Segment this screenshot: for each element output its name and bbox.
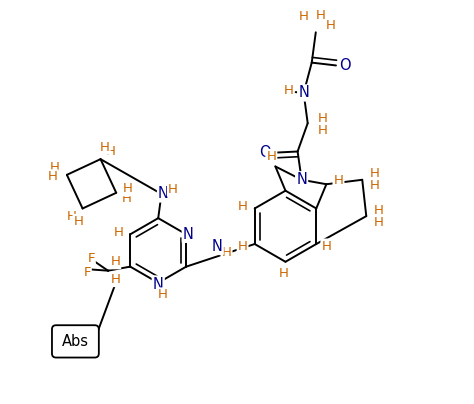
Text: O: O (259, 145, 270, 160)
Text: H: H (369, 167, 379, 180)
Text: H: H (66, 210, 76, 223)
Text: H: H (374, 204, 383, 217)
Text: N: N (212, 239, 223, 254)
Text: H: H (110, 255, 120, 268)
Text: F: F (87, 252, 95, 265)
Text: H: H (100, 141, 109, 154)
Text: H: H (123, 182, 133, 195)
Text: H: H (114, 226, 124, 239)
Text: H: H (321, 240, 331, 252)
FancyBboxPatch shape (52, 325, 99, 358)
Text: H: H (279, 267, 288, 280)
Text: H: H (221, 246, 231, 259)
Text: H: H (110, 273, 120, 286)
Text: H: H (48, 170, 58, 183)
Text: N: N (153, 276, 164, 292)
Text: H: H (334, 174, 344, 187)
Text: H: H (369, 179, 379, 192)
Text: H: H (168, 183, 178, 196)
Text: H: H (237, 200, 247, 213)
Text: H: H (121, 192, 131, 205)
Text: H: H (318, 112, 328, 125)
Text: H: H (157, 288, 167, 301)
Text: N: N (296, 172, 307, 187)
Text: O: O (339, 58, 351, 73)
Text: H: H (318, 124, 328, 137)
Text: H: H (283, 84, 293, 97)
Text: H: H (237, 240, 247, 252)
Text: N: N (183, 227, 194, 242)
Text: H: H (316, 9, 326, 22)
Text: H: H (73, 215, 83, 228)
Text: H: H (299, 11, 309, 23)
Text: H: H (50, 161, 60, 174)
Text: H: H (326, 19, 336, 32)
Text: H: H (266, 150, 276, 163)
Text: H: H (374, 216, 383, 229)
Text: Abs: Abs (62, 334, 89, 349)
Text: N: N (158, 186, 169, 202)
Text: N: N (298, 85, 309, 101)
Text: F: F (83, 266, 91, 279)
Text: H: H (106, 145, 116, 158)
